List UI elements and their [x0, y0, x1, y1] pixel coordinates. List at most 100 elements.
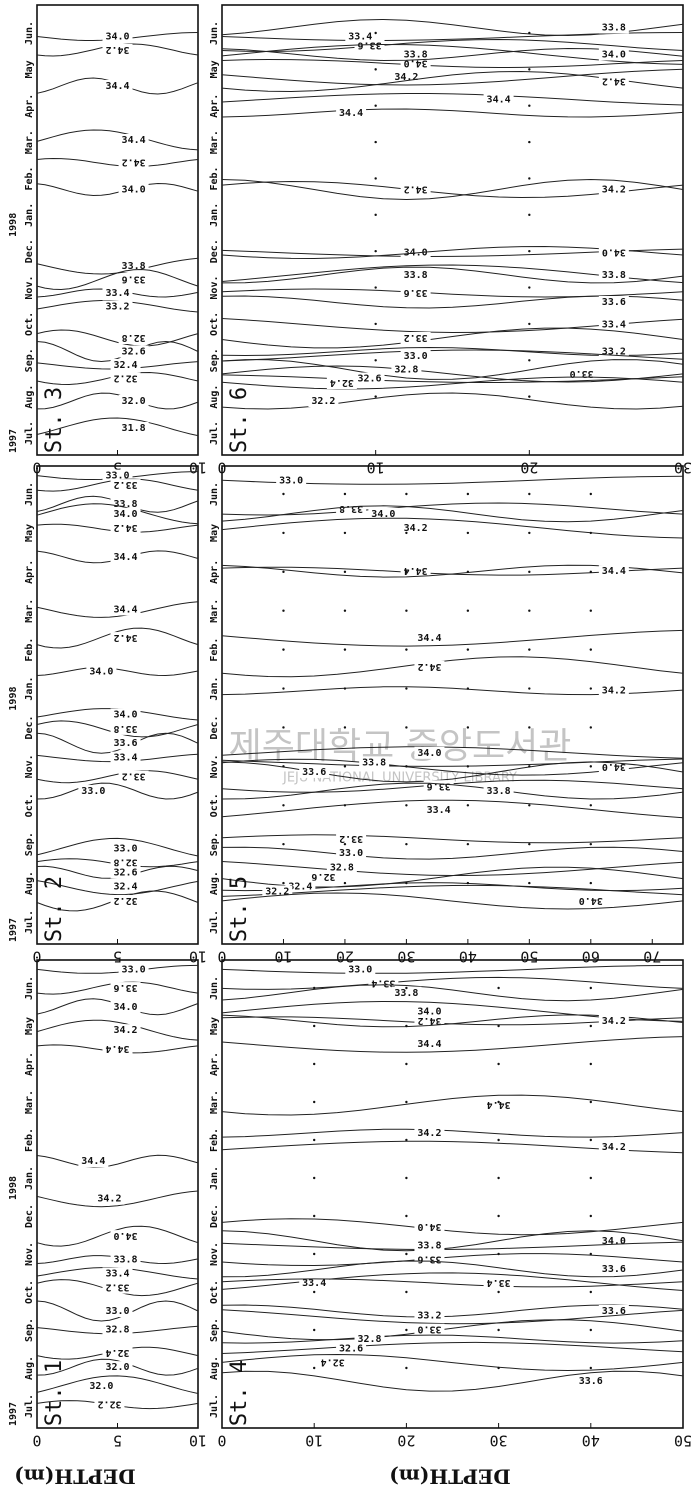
- month-label: Sep.: [24, 832, 35, 856]
- sample-dot: [589, 1138, 592, 1142]
- label-gap: [598, 21, 629, 34]
- depth-tick-label: 10: [189, 1432, 207, 1450]
- contour-line: [221, 782, 684, 800]
- contour-label: 33.2: [602, 347, 626, 358]
- contour-label: 33.0: [81, 786, 105, 797]
- contour-label: 34.2: [122, 157, 146, 168]
- contour-label: 34.4: [602, 566, 626, 577]
- depth-tick-label: 10: [367, 459, 385, 477]
- month-label: Oct.: [209, 1280, 220, 1304]
- label-gap: [598, 269, 629, 281]
- sample-dot: [405, 986, 408, 990]
- label-gap: [354, 39, 385, 52]
- contour-label: 32.8: [122, 332, 146, 343]
- contour-label: 32.6: [311, 871, 335, 882]
- contour-label: 33.6: [427, 780, 451, 791]
- sample-dot: [405, 1062, 408, 1066]
- sample-dot: [528, 322, 531, 326]
- contour-label: 33.4: [105, 1269, 129, 1280]
- panel-frame: [221, 959, 684, 1429]
- label-gap: [118, 963, 149, 976]
- sample-dot: [343, 687, 347, 690]
- sample-dot: [497, 1290, 500, 1294]
- sample-dot: [313, 1024, 316, 1028]
- contour-label: 34.4: [105, 81, 129, 92]
- contour-line: [221, 178, 684, 201]
- label-gap: [110, 982, 141, 995]
- label-gap: [598, 761, 629, 774]
- sample-dot: [374, 395, 377, 398]
- label-gap: [110, 507, 141, 520]
- contour-line: [221, 884, 684, 897]
- label-gap: [414, 1014, 445, 1027]
- contour-label: 34.2: [417, 1128, 441, 1139]
- sample-dot: [528, 531, 531, 535]
- sample-dot: [528, 68, 531, 71]
- label-gap: [86, 665, 117, 678]
- contour-line: [221, 1370, 684, 1392]
- contour-label: 33.8: [487, 786, 511, 797]
- month-label: Dec.: [209, 715, 220, 739]
- contour-line: [221, 108, 684, 118]
- label-gap: [110, 894, 141, 907]
- label-gap: [102, 1042, 133, 1055]
- contour-label: 33.2: [339, 833, 363, 844]
- contour-label: 34.2: [404, 184, 428, 195]
- label-gap: [110, 522, 141, 535]
- year-label: 1997: [8, 1402, 19, 1426]
- sample-dot: [374, 322, 377, 326]
- sample-dot: [466, 609, 470, 612]
- sample-dot: [497, 986, 500, 990]
- sample-dot: [528, 177, 531, 180]
- label-gap: [102, 469, 133, 482]
- sample-dot: [589, 609, 592, 612]
- label-gap: [110, 372, 141, 385]
- contour-label: 34.2: [394, 72, 418, 83]
- contour-line: [36, 667, 199, 677]
- sample-dot: [374, 213, 377, 217]
- sample-dot: [405, 1290, 408, 1294]
- month-label: Jul.: [24, 910, 35, 934]
- sample-dot: [528, 881, 531, 885]
- sample-dot: [405, 726, 408, 729]
- contour-label: 33.6: [114, 738, 138, 749]
- station-label: St. 5: [227, 876, 252, 942]
- sample-dot: [313, 1062, 316, 1066]
- contour-label: 34.0: [122, 185, 146, 196]
- label-gap: [118, 260, 149, 272]
- depth-tick-label: 30: [397, 948, 415, 966]
- contour-line: [36, 340, 199, 363]
- month-label: Feb.: [209, 1128, 220, 1152]
- contour-label: 34.0: [602, 1236, 626, 1247]
- sample-dot: [589, 1176, 592, 1180]
- sample-dot: [528, 492, 531, 496]
- month-label: Dec.: [24, 1204, 35, 1228]
- label-gap: [110, 498, 141, 511]
- contour-line: [36, 182, 199, 197]
- contour-label: 32.2: [114, 895, 138, 906]
- contour-label: 33.0: [417, 1324, 441, 1335]
- contour-line: [221, 1036, 684, 1053]
- sample-dot: [343, 765, 347, 768]
- contour-label: 33.6: [602, 297, 626, 308]
- contour-label: 34.2: [602, 76, 626, 87]
- label-gap: [598, 296, 629, 308]
- label-gap: [483, 1276, 514, 1289]
- month-label: Jun.: [209, 976, 220, 1000]
- month-label: Nov.: [209, 275, 220, 299]
- sample-dot: [343, 842, 347, 846]
- sample-dot: [374, 104, 377, 107]
- contour-label: 34.4: [487, 95, 511, 106]
- sample-dot: [497, 1100, 500, 1104]
- sample-dot: [282, 648, 285, 651]
- contour-label: 33.0: [279, 475, 303, 486]
- contour-line: [221, 1241, 684, 1251]
- contour-line: [36, 964, 199, 974]
- month-label: Apr.: [209, 1052, 220, 1076]
- month-label: Mar.: [209, 599, 220, 623]
- contour-line: [36, 329, 199, 347]
- depth-tick-label: 20: [520, 459, 538, 477]
- month-label: Jul.: [209, 421, 220, 445]
- sample-dot: [374, 177, 377, 180]
- sample-dot: [374, 286, 377, 289]
